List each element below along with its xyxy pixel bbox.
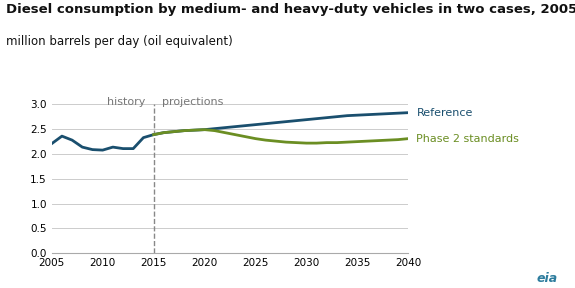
Text: projections: projections — [162, 97, 223, 107]
Text: eia: eia — [536, 272, 558, 285]
Text: million barrels per day (oil equivalent): million barrels per day (oil equivalent) — [6, 35, 232, 48]
Text: history: history — [107, 97, 145, 107]
Text: Phase 2 standards: Phase 2 standards — [416, 134, 519, 144]
Text: Reference: Reference — [416, 108, 473, 118]
Text: Diesel consumption by medium- and heavy-duty vehicles in two cases, 2005-40: Diesel consumption by medium- and heavy-… — [6, 3, 575, 16]
